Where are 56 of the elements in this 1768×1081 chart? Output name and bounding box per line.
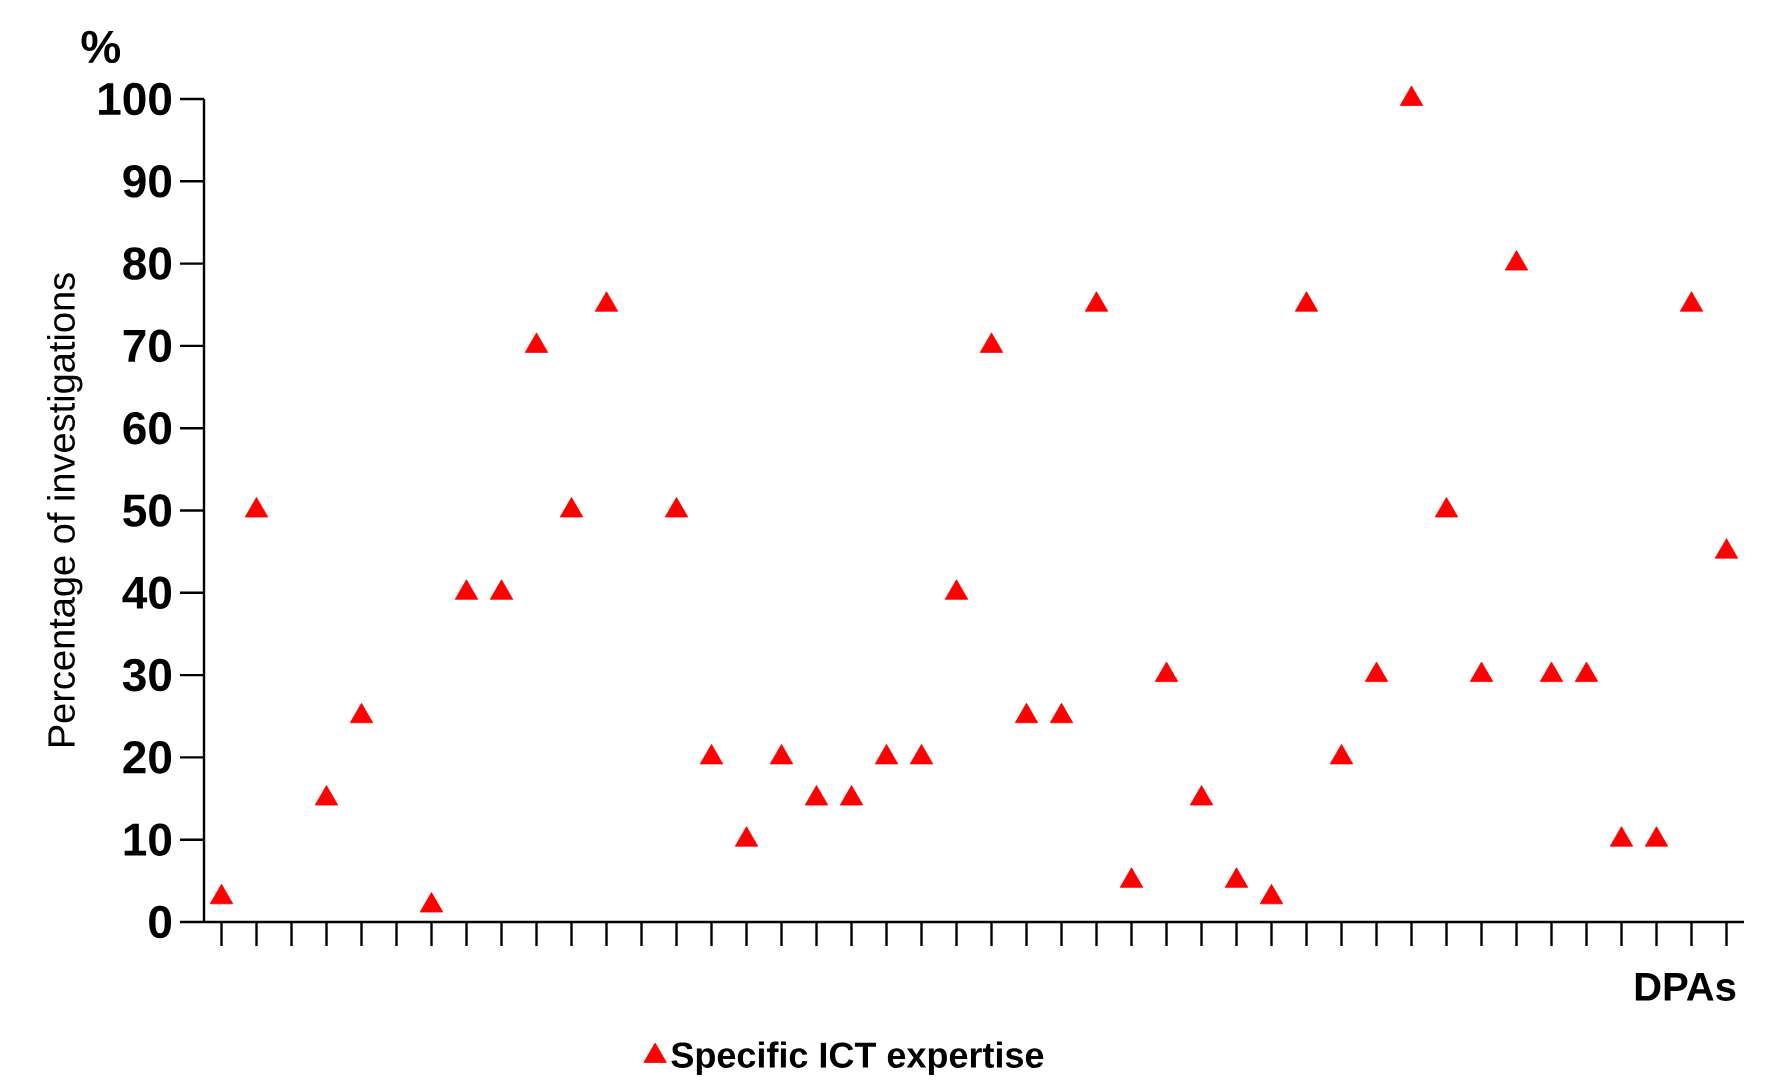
y-tick-label: 20 [123,741,172,774]
point [559,497,584,518]
y-axis-title: Percentage of investigations [47,273,83,747]
point [1399,85,1424,106]
point [734,826,759,847]
point [909,743,934,765]
point [804,785,829,806]
y-tick-label: 40 [122,576,172,610]
point [1469,661,1494,682]
point [1364,661,1389,682]
point [769,743,794,765]
point [594,291,619,312]
point [1609,826,1634,847]
point [1644,826,1669,847]
point [1679,291,1704,312]
point [1714,538,1739,559]
point [454,579,479,600]
point [1329,743,1354,765]
y-tick-label: 80 [123,247,172,280]
y-tick-label: 90 [123,165,172,198]
point [1434,497,1459,518]
point [524,332,549,353]
point [1294,291,1319,312]
point [699,743,724,765]
text: % [81,30,121,64]
point [1189,785,1214,806]
point [839,785,864,806]
y-tick-label: 0 [149,905,172,939]
point [244,497,269,518]
point [1084,291,1109,312]
legend-label: Specific ICT expertise [671,1041,1044,1076]
point [1504,250,1529,271]
point [1154,661,1179,682]
point [1224,867,1249,888]
point [1014,702,1039,724]
x-axis-title: DPAs [1635,973,1736,1001]
point [664,497,689,518]
point [944,579,969,600]
point [314,785,339,806]
y-tick-label: 10 [124,823,172,856]
point [874,743,899,765]
point [1574,661,1599,682]
point [349,702,374,724]
point [1539,661,1564,682]
y-tick-label: 70 [123,329,172,363]
point [1259,883,1284,905]
point [489,579,514,600]
point [419,892,444,913]
point [1119,867,1144,888]
point [1049,702,1074,724]
y-tick-label: 50 [123,494,172,527]
y-tick-label: 60 [123,411,172,445]
point [209,883,234,905]
y-tick-label: 30 [122,658,172,692]
point [979,332,1004,353]
y-tick-label: 100 [99,82,172,116]
